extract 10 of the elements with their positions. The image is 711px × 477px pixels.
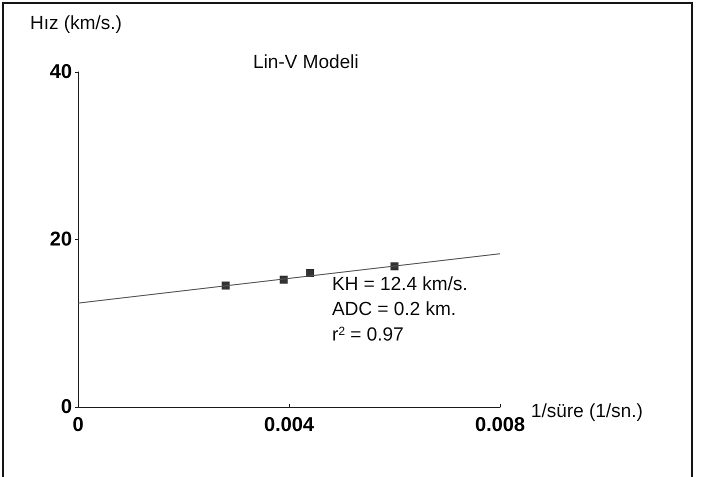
y-tick-label: 40 xyxy=(50,61,72,83)
chart-title: Lin-V Modeli xyxy=(253,52,359,73)
x-tick-label: 0.008 xyxy=(474,414,526,436)
annotation: ADC = 0.2 km. xyxy=(332,299,456,320)
annotation: KH = 12.4 km/s. xyxy=(332,274,468,295)
x-axis-title: 1/süre (1/sn.) xyxy=(530,401,643,422)
x-tick-label: 0.004 xyxy=(264,414,315,436)
y-axis-title: Hız (km/s.) xyxy=(30,13,122,34)
y-tick-label: 20 xyxy=(50,228,72,250)
y-tick-label: 0 xyxy=(60,396,72,418)
